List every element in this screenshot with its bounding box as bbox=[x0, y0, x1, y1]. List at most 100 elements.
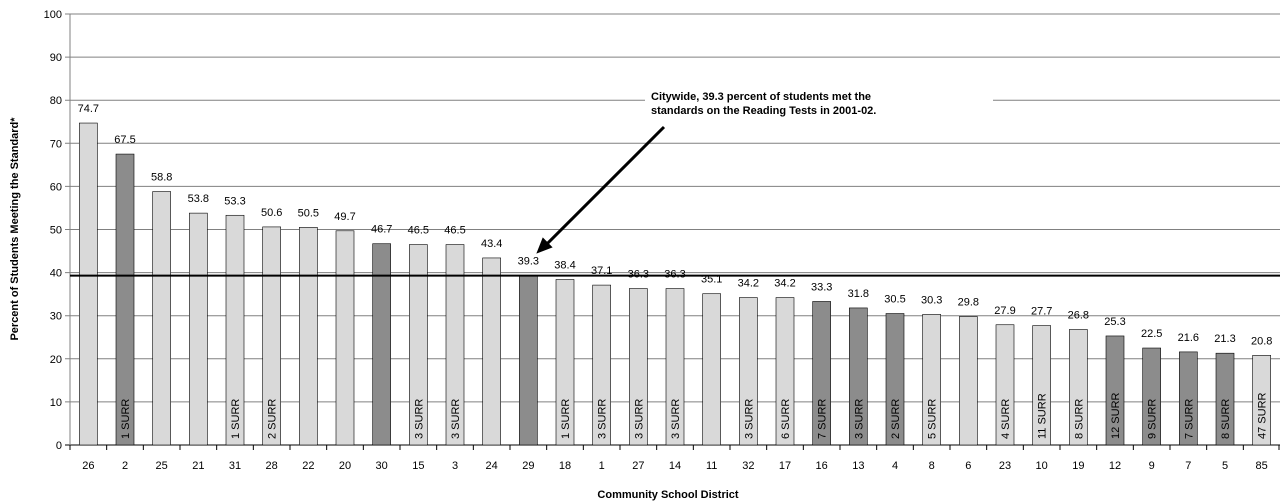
bar bbox=[519, 275, 538, 446]
data-label: 34.2 bbox=[738, 278, 759, 290]
x-tick-label: 18 bbox=[559, 460, 571, 472]
y-tick-label: 70 bbox=[50, 138, 62, 150]
x-tick-labels: 26 2 25 21 31 28 22 20 30 15 3 24 29 18 1 27 14 11 32 17 16 1… bbox=[82, 460, 1268, 472]
bar-note: 47 SURR bbox=[1257, 392, 1269, 439]
x-tick-label: 31 bbox=[229, 460, 241, 472]
bar bbox=[299, 227, 318, 446]
data-label: 27.7 bbox=[1031, 306, 1052, 318]
bar-note: 6 SURR bbox=[780, 399, 792, 439]
bar bbox=[262, 226, 281, 446]
data-label: 26.8 bbox=[1068, 309, 1089, 321]
bar bbox=[189, 212, 208, 446]
data-label: 46.5 bbox=[444, 225, 465, 237]
bar bbox=[1179, 351, 1198, 446]
bar-note: 3 SURR bbox=[633, 399, 645, 439]
bar bbox=[445, 244, 465, 446]
data-label: 50.6 bbox=[261, 207, 282, 219]
y-tick-label: 100 bbox=[44, 9, 62, 21]
data-label: 49.7 bbox=[334, 211, 355, 223]
bar-note: 7 SURR bbox=[1183, 399, 1195, 439]
bar bbox=[1069, 329, 1088, 446]
bar-note: 3 SURR bbox=[413, 399, 425, 439]
bar-note: 3 SURR bbox=[743, 399, 755, 439]
data-label: 21.6 bbox=[1178, 332, 1199, 344]
bar-note: 8 SURR bbox=[1220, 399, 1232, 439]
bar bbox=[922, 314, 941, 446]
x-tick-label: 2 bbox=[122, 460, 128, 472]
x-tick-label: 3 bbox=[452, 460, 458, 472]
x-tick-label: 25 bbox=[156, 460, 168, 472]
x-tick-label: 20 bbox=[339, 460, 351, 472]
data-label: 27.9 bbox=[994, 305, 1015, 317]
data-label: 67.5 bbox=[114, 134, 135, 146]
x-tick-label: 13 bbox=[852, 460, 864, 472]
bar-notes: 1 SURR 1 SURR 2 SURR 3 SURR 3 SURR 1 SURR 3 SU… bbox=[120, 392, 1269, 439]
data-label: 74.7 bbox=[78, 103, 99, 115]
bar bbox=[335, 230, 355, 446]
bar bbox=[995, 324, 1015, 446]
data-label: 22.5 bbox=[1141, 328, 1162, 340]
x-tick-label: 32 bbox=[742, 460, 754, 472]
bar-note: 1 SURR bbox=[230, 399, 242, 439]
data-label: 36.3 bbox=[664, 269, 685, 281]
x-tick-label: 15 bbox=[412, 460, 424, 472]
x-tick-label: 19 bbox=[1072, 460, 1084, 472]
bar bbox=[959, 316, 978, 446]
annotation-arrow-shaft bbox=[545, 125, 666, 246]
bar bbox=[482, 257, 501, 446]
bar-note: 11 SURR bbox=[1037, 393, 1049, 439]
bar bbox=[665, 288, 685, 446]
annotation-arrow-head bbox=[536, 237, 553, 254]
data-label: 35.1 bbox=[701, 274, 722, 286]
bar bbox=[1142, 347, 1161, 446]
bar-note: 7 SURR bbox=[817, 399, 829, 439]
x-tick-label: 9 bbox=[1149, 460, 1155, 472]
x-tick-label: 10 bbox=[1036, 460, 1048, 472]
bar bbox=[775, 297, 795, 446]
data-label: 46.5 bbox=[408, 225, 429, 237]
bar-note: 5 SURR bbox=[927, 399, 939, 439]
bar bbox=[372, 243, 391, 446]
y-tick-label: 20 bbox=[50, 354, 62, 366]
bar bbox=[1215, 352, 1235, 446]
x-tick-label: 29 bbox=[522, 460, 534, 472]
bar bbox=[1252, 355, 1271, 446]
x-tick-label: 6 bbox=[965, 460, 971, 472]
data-label: 20.8 bbox=[1251, 335, 1272, 347]
data-label: 38.4 bbox=[554, 259, 575, 271]
data-label: 36.3 bbox=[628, 269, 649, 281]
bar bbox=[702, 293, 721, 446]
x-tick-label: 11 bbox=[706, 460, 717, 472]
data-label: 43.4 bbox=[481, 238, 502, 250]
x-tick-label: 85 bbox=[1256, 460, 1268, 472]
bar-note: 8 SURR bbox=[1073, 399, 1085, 439]
x-tick-label: 21 bbox=[192, 460, 204, 472]
bar-note: 12 SURR bbox=[1110, 392, 1122, 439]
x-tick-label: 4 bbox=[892, 460, 898, 472]
y-tick-label: 30 bbox=[50, 311, 62, 323]
bar-note: 3 SURR bbox=[853, 399, 865, 439]
bar bbox=[1105, 335, 1125, 446]
bar-note: 9 SURR bbox=[1147, 399, 1159, 439]
bar-note: 2 SURR bbox=[890, 399, 902, 439]
bar-note: 3 SURR bbox=[597, 399, 609, 439]
y-tick-label: 60 bbox=[50, 181, 62, 193]
data-label: 53.8 bbox=[188, 193, 209, 205]
x-tick-label: 5 bbox=[1222, 460, 1228, 472]
x-tick-label: 14 bbox=[669, 460, 681, 472]
x-tick-label: 24 bbox=[486, 460, 498, 472]
bar bbox=[1032, 325, 1051, 446]
bar bbox=[79, 122, 98, 446]
data-label: 31.8 bbox=[848, 288, 869, 300]
bar-note: 3 SURR bbox=[450, 399, 462, 439]
y-tick-label: 80 bbox=[50, 95, 62, 107]
data-label: 29.8 bbox=[958, 297, 979, 309]
y-tick-label: 40 bbox=[50, 268, 62, 280]
bars bbox=[79, 122, 1271, 446]
y-tick-label: 90 bbox=[50, 52, 62, 64]
x-tick-label: 8 bbox=[929, 460, 935, 472]
bar bbox=[812, 301, 831, 446]
x-tick-label: 16 bbox=[816, 460, 828, 472]
data-label: 46.7 bbox=[371, 224, 392, 236]
x-tick-label: 26 bbox=[82, 460, 94, 472]
